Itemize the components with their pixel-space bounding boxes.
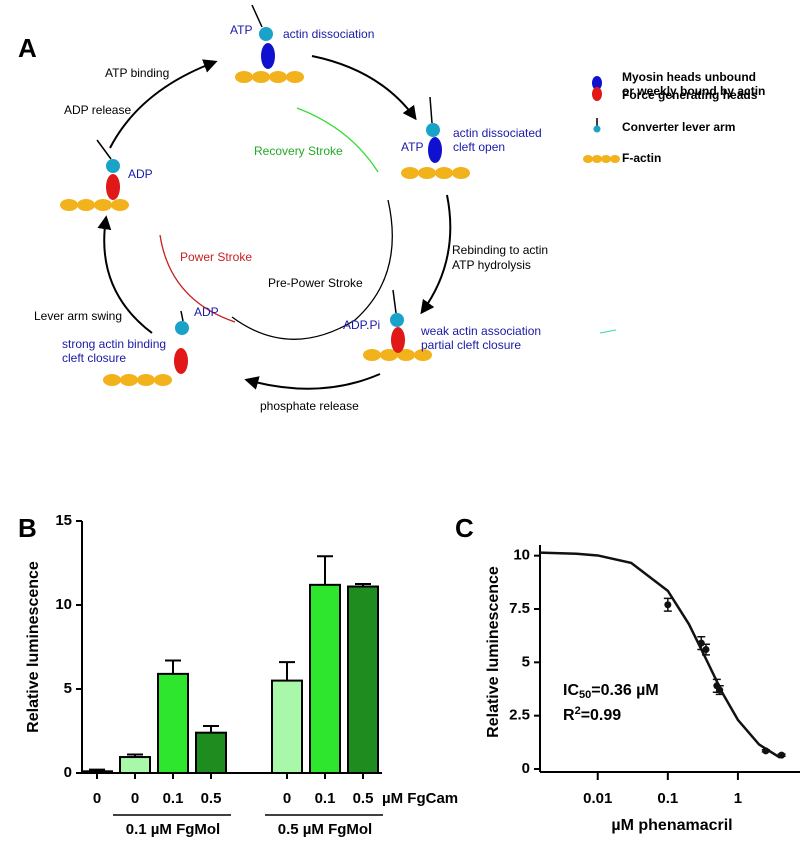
x-tick-label: 0.1: [657, 790, 678, 807]
transition-label: ATP hydrolysis: [452, 258, 531, 272]
x-tick-label: 0: [131, 790, 139, 807]
y-tick-label: 0: [522, 760, 530, 777]
error-bar: [203, 724, 219, 733]
group-label: 0.5 µM FgMol: [278, 821, 372, 838]
stroke-label: Recovery Stroke: [254, 144, 343, 158]
state-description: weak actin association: [420, 324, 541, 338]
error-bar: [317, 555, 333, 585]
state-nucleotide: ATP: [401, 140, 423, 154]
legend-label: F-actin: [622, 151, 661, 165]
legend-label: Force generating heads: [622, 88, 758, 102]
bar: [157, 672, 189, 775]
x-tick-label: 0: [93, 790, 101, 807]
transition-label: ATP binding: [105, 66, 169, 80]
annotation-part: 50: [579, 689, 591, 701]
y-tick-label: 7.5: [509, 600, 530, 617]
x-tick-label: 0.5: [201, 790, 222, 807]
state-nucleotide: ATP: [230, 23, 252, 37]
transition-label: Lever arm swing: [34, 309, 122, 323]
x-tick-label: 0.1: [315, 790, 336, 807]
state-nucleotide: ADP.Pi: [343, 318, 380, 332]
y-tick-label: 5: [64, 680, 72, 697]
annotation-part: IC: [563, 682, 579, 699]
annotation: R2=0.99: [563, 705, 621, 724]
data-point: [664, 601, 672, 609]
annotation: IC50=0.36 µM: [563, 682, 659, 701]
legend-label: Converter lever arm: [622, 120, 735, 134]
pre-power-arc: [231, 199, 393, 340]
transition-label: ADP release: [64, 103, 131, 117]
x-axis-label: µM phenamacril: [611, 817, 732, 834]
fit-curve: [539, 551, 781, 759]
cycle-arrows: [97, 55, 452, 390]
stray-mark: [599, 329, 617, 334]
annotation-part: =0.36 µM: [591, 682, 658, 699]
y-tick-label: 0: [64, 764, 72, 781]
bar: [309, 583, 341, 775]
panel-label: C: [455, 513, 474, 543]
y-tick-label: 2.5: [509, 707, 530, 724]
y-tick-label: 15: [55, 512, 72, 529]
group-label: 0.1 µM FgMol: [126, 821, 220, 838]
state-description: cleft closure: [62, 351, 126, 365]
y-axis-label: Relative luminescence: [25, 561, 42, 733]
x-unit-label: µM FgCam: [382, 790, 458, 807]
x-tick-label: 0: [283, 790, 291, 807]
myosin-state: [103, 310, 189, 386]
annotation-part: 2: [575, 705, 581, 717]
bar: [81, 770, 113, 775]
transition-label: Rebinding to actin: [452, 243, 548, 257]
stroke-label: Pre-Power Stroke: [268, 276, 363, 290]
state-nucleotide: ADP: [194, 305, 219, 319]
state-description: cleft open: [453, 140, 505, 154]
myosin-state: [363, 289, 432, 361]
recovery-arc: [296, 107, 379, 173]
state-description: actin dissociation: [283, 27, 374, 41]
state-description: partial cleft closure: [421, 338, 521, 352]
x-tick-label: 0.5: [353, 790, 374, 807]
error-bar: [279, 661, 295, 681]
error-bar: [165, 659, 181, 674]
legend-label: Myosin heads unbound: [622, 70, 756, 84]
panel-a: A ATP actin dissociation AT: [18, 4, 765, 413]
legend: [583, 76, 620, 163]
bar: [347, 585, 379, 775]
data-point: [702, 646, 710, 654]
state-description: strong actin binding: [62, 337, 166, 351]
y-tick-label: 10: [55, 596, 72, 613]
bar: [119, 756, 151, 774]
y-tick-label: 10: [513, 547, 530, 564]
myosin-state: [401, 96, 470, 179]
y-axis-label: Relative luminescence: [485, 566, 502, 738]
legend-label: or weekly bound by actin: [622, 84, 765, 98]
bar: [195, 731, 227, 774]
annotation-part: =0.99: [581, 707, 622, 724]
annotation-part: R: [563, 707, 575, 724]
y-tick-label: 5: [522, 653, 530, 670]
myosin-state: [235, 4, 304, 83]
stroke-label: Power Stroke: [180, 250, 252, 264]
myosin-state: [60, 139, 129, 211]
x-tick-label: 1: [734, 790, 742, 807]
bar: [271, 679, 303, 774]
x-tick-label: 0.1: [163, 790, 184, 807]
panel-label: B: [18, 513, 37, 543]
state-nucleotide: ADP: [128, 167, 153, 181]
transition-label: phosphate release: [260, 399, 359, 413]
panel-label: A: [18, 33, 37, 63]
x-tick-label: 0.01: [583, 790, 612, 807]
power-arc: [159, 234, 236, 323]
state-description: actin dissociated: [453, 126, 542, 140]
